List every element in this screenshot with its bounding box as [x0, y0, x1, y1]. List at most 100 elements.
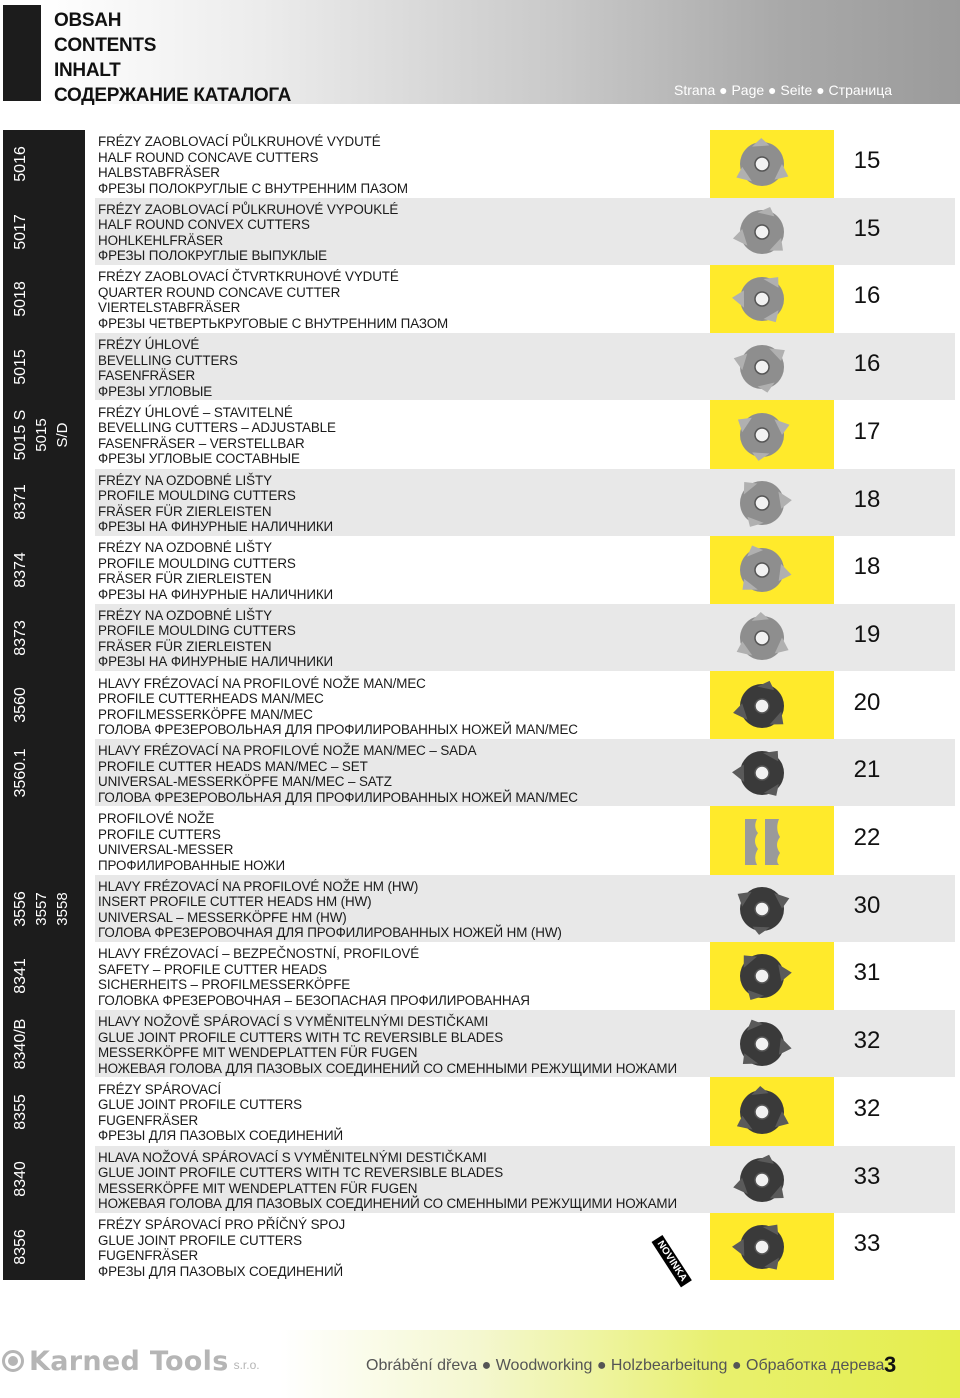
contents-row[interactable]: FRÉZY ÚHLOVÉ – STAVITELNÉ BEVELLING CUTTE…	[95, 401, 955, 468]
product-code: 8340	[12, 1161, 29, 1198]
code-group: 3556 3557 3558	[3, 875, 85, 943]
description-line: FRÉZY ZAOBLOVACÍ PŮLKRUHOVÉ VYDUTÉ	[98, 134, 381, 149]
description-line: HALF ROUND CONVEX CUTTERS	[98, 217, 310, 233]
description-line: ГОЛОВА ФРЕЗЕРОВОЛЬНАЯ ДЛЯ ПРОФИЛИРОВАННЫ…	[98, 722, 578, 738]
contents-row[interactable]: HLAVA NOŽOVÁ SPÁROVACÍ S VYMĚNITELNÝMI D…	[95, 1145, 955, 1213]
description-line: FRÉZY SPÁROVACÍ	[98, 1081, 222, 1097]
contents-row[interactable]: HLAVY FRÉZOVACÍ NA PROFILOVÉ NOŽE HM (HW…	[95, 874, 955, 942]
product-code: 8373	[12, 619, 29, 656]
contents-row[interactable]: FRÉZY NA OZDOBNÉ LIŠTY PROFILE MOULDING C…	[95, 468, 955, 536]
product-code: 8355	[12, 1093, 29, 1130]
cutterhead-icon	[733, 680, 784, 728]
description-line: FRÄSER FÜR ZIERLEISTEN	[98, 503, 272, 519]
description-line: FASENFRÄSER	[98, 368, 196, 384]
description-line: HLAVY FRÉZOVACÍ NA PROFILOVÉ NOŽE HM (HW…	[98, 878, 419, 894]
row-description: FRÉZY SPÁROVACÍ GLUE JOINT PROFILE CUTTER…	[98, 1082, 343, 1144]
description-line: ФРЕЗЫ ПОЛОКРУГЛЫЕ С ВНУТРЕННИМ ПАЗОМ	[98, 180, 408, 196]
contents-row[interactable]: HLAVY FRÉZOVACÍ NA PROFILOVÉ NOŽE MAN/ME…	[95, 739, 955, 807]
cross-joint-cutter-icon	[732, 1224, 784, 1270]
code-group: 8340/B	[3, 1010, 85, 1078]
description-line: FRÉZY ÚHLOVÉ – STAVITELNÉ	[98, 404, 293, 420]
contents-row[interactable]: FRÉZY SPÁROVACÍ PRO PŘÍČNÝ SPOJ GLUE JOIN…	[95, 1213, 955, 1280]
description-line: FRÉZY ZAOBLOVACÍ ČTVRTKRUHOVÉ VYDUTÉ	[98, 269, 399, 285]
moulding-cutter-icon	[740, 480, 792, 527]
description-line: ФРЕЗЫ УГЛОВЫЕ СОСТАВНЫЕ	[98, 451, 300, 467]
contents-row[interactable]: FRÉZY ZAOBLOVACÍ PŮLKRUHOVÉ VYDUTÉ HALF R…	[95, 130, 955, 197]
glue-joint-cutter-icon	[736, 1085, 789, 1134]
product-code: 3558	[54, 891, 71, 926]
description-line: FUGENFRÄSER	[98, 1112, 199, 1128]
description-line: FRÉZY ÚHLOVÉ	[98, 337, 200, 353]
code-group: 5018	[3, 265, 85, 333]
product-code: S/D	[54, 422, 71, 448]
adjustable-cutter-icon	[737, 412, 790, 461]
code-group: 5015	[3, 333, 85, 401]
description-line: ФРЕЗЫ НА ФИНУРНЫЕ НАЛИЧНИКИ	[98, 586, 334, 602]
description-line: FUGENFRÄSER	[98, 1248, 199, 1264]
row-description: FRÉZY ZAOBLOVACÍ ČTVRTKRUHOVÉ VYDUTÉ QUAR…	[98, 269, 448, 331]
contents-row[interactable]: FRÉZY ZAOBLOVACÍ ČTVRTKRUHOVÉ VYDUTÉ QUAR…	[95, 265, 955, 332]
code-group	[3, 807, 85, 875]
row-description: PROFILOVÉ NOŽE PROFILE CUTTERS UNIVERSAL-M…	[98, 811, 285, 873]
contents-row[interactable]: PROFILOVÉ NOŽE PROFILE CUTTERS UNIVERSAL-M…	[95, 807, 955, 874]
title-line: OBSAH	[54, 10, 122, 31]
header-band: OBSAH CONTENTS INHALT СОДЕРЖАНИЕ КАТАЛОГ…	[0, 0, 960, 106]
title-line: СОДЕРЖАНИЕ КАТАЛОГА	[54, 85, 292, 106]
footer-tagline: Obrábění dřeva ● Woodworking ● Holzbearb…	[366, 1357, 885, 1374]
description-line: FRÉZY ZAOBLOVACÍ PŮLKRUHOVÉ VYPOUKLÉ	[98, 201, 399, 217]
row-page-number: 32	[853, 1027, 881, 1055]
description-line: ПРОФИЛИРОВАННЫЕ НОЖИ	[98, 857, 285, 873]
contents-row[interactable]: FRÉZY ÚHLOVÉ BEVELLING CUTTERS FASENFRÄSER…	[95, 333, 955, 401]
cutterhead-set-icon	[732, 751, 784, 797]
description-line: MESSERKÖPFE MIT WENDEPLATTEN FÜR FUGEN	[98, 1045, 418, 1061]
description-line: GLUE JOINT PROFILE CUTTERS WITH TC REVER…	[98, 1165, 504, 1180]
row-description: FRÉZY ZAOBLOVACÍ PŮLKRUHOVÉ VYDUTÉ HALF R…	[98, 134, 408, 196]
row-description: FRÉZY ZAOBLOVACÍ PŮLKRUHOVÉ VYPOUKLÉ HALF…	[98, 202, 398, 264]
product-code: 5015 S	[12, 409, 29, 460]
description-line: PROFILE CUTTER HEADS MAN/MEC – SET	[98, 758, 368, 774]
description-line: UNIVERSAL-MESSER	[98, 842, 234, 857]
contents-row[interactable]: HLAVY FRÉZOVACÍ NA PROFILOVÉ NOŽE MAN/ME…	[95, 672, 955, 739]
description-line: GLUE JOINT PROFILE CUTTERS	[98, 1097, 302, 1113]
page-title: OBSAH CONTENTS INHALT СОДЕРЖАНИЕ КАТАЛОГ…	[54, 8, 291, 108]
product-code: 5018	[12, 281, 29, 318]
code-group: 8356	[3, 1213, 85, 1281]
description-line: PROFILE MOULDING CUTTERS	[98, 555, 296, 571]
description-line: PROFILE CUTTERHEADS MAN/MEC	[98, 691, 324, 707]
page-column-label: Strana ● Page ● Seite ● Страница	[673, 82, 892, 98]
description-line: FRÉZY NA OZDOBNÉ LIŠTY	[98, 472, 272, 488]
description-line: PROFILMESSERKÖPFE MAN/MEC	[98, 706, 313, 722]
concave-cutter-icon	[736, 138, 789, 186]
contents-row[interactable]: FRÉZY SPÁROVACÍ GLUE JOINT PROFILE CUTTER…	[95, 1078, 955, 1145]
row-page-number: 17	[853, 417, 881, 445]
description-line: GLUE JOINT PROFILE CUTTERS WITH TC REVER…	[98, 1029, 504, 1045]
row-description: FRÉZY ÚHLOVÉ BEVELLING CUTTERS FASENFRÄSER…	[98, 337, 238, 399]
description-line: BEVELLING CUTTERS – ADJUSTABLE	[98, 420, 336, 436]
description-line: ФРЕЗЫ ДЛЯ ПАЗОВЫХ СОЕДИНЕНИЙ	[98, 1263, 343, 1279]
description-line: ФРЕЗЫ НА ФИНУРНЫЕ НАЛИЧНИКИ	[98, 519, 334, 534]
glue-joint-head-icon	[740, 1019, 792, 1067]
contents-row[interactable]: FRÉZY ZAOBLOVACÍ PŮLKRUHOVÉ VYPOUKLÉ HALF…	[95, 197, 955, 265]
row-description: FRÉZY ÚHLOVÉ – STAVITELNÉ BEVELLING CUTTE…	[98, 405, 336, 467]
product-codes-column: 5016 5017 5018 5015 5015 S 5015 S/D 8371 8374 837…	[3, 130, 85, 1280]
description-line: FASENFRÄSER – VERSTELLBAR	[98, 435, 305, 451]
row-page-number: 33	[853, 1230, 881, 1258]
code-group: 8341	[3, 942, 85, 1010]
product-code: 5017	[12, 213, 29, 250]
description-line: HALBSTABFRÄSER	[98, 165, 220, 180]
header-dark-block	[3, 5, 41, 101]
product-code: 8371	[12, 484, 29, 521]
contents-row[interactable]: FRÉZY NA OZDOBNÉ LIŠTY PROFILE MOULDING C…	[95, 536, 955, 603]
contents-row[interactable]: HLAVY NOŽOVĚ SPÁROVACÍ S VYMĚNITELNÝMI D…	[95, 1010, 955, 1078]
description-line: FRÄSER FÜR ZIERLEISTEN	[98, 638, 272, 654]
contents-row[interactable]: FRÉZY NA OZDOBNÉ LIŠTY PROFILE MOULDING C…	[95, 603, 955, 671]
code-group: 8373	[3, 604, 85, 672]
description-line: FRÉZY SPÁROVACÍ PRO PŘÍČNÝ SPOJ	[98, 1217, 346, 1233]
contents-row[interactable]: HLAVY FRÉZOVACÍ – BEZPEČNOSTNÍ, PROFILOV…	[95, 942, 955, 1009]
row-description: HLAVY NOŽOVĚ SPÁROVACÍ S VYMĚNITELNÝMI D…	[98, 1014, 677, 1076]
quarter-cutter-icon	[732, 277, 784, 323]
product-code: 8374	[12, 552, 29, 588]
glue-joint-head-icon	[733, 1154, 784, 1202]
description-line: PROFILOVÉ NOŽE	[98, 811, 215, 826]
product-code: 5015	[33, 417, 50, 452]
